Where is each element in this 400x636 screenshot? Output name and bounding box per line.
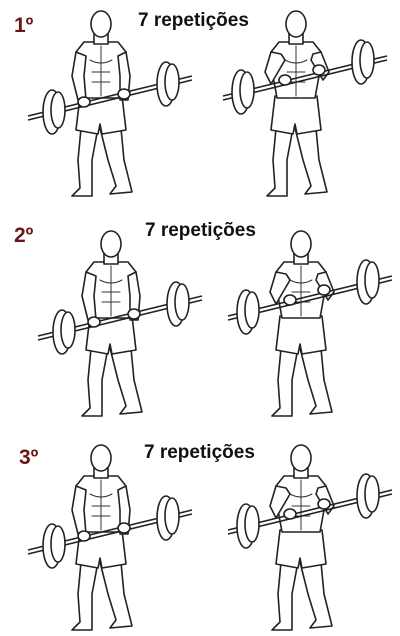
step-panel-2: 2º 7 repetições [0,212,400,424]
barbell-curl-mid-figure-icon [37,230,203,417]
step-panel-3: 3º 7 repetições [0,424,400,636]
barbell-curl-top-figure-icon [222,10,388,197]
step-number: 2º [14,224,34,247]
barbell-curl-illustration [37,230,393,417]
step-number: 3º [19,446,39,469]
repetitions-label: 7 repetições [145,220,256,241]
step-panel-1: 1º 7 repetições [0,0,400,212]
barbell-curl-start-figure-icon [27,444,193,631]
barbell-curl-start-figure-icon [27,10,193,197]
repetitions-label: 7 repetições [138,10,249,31]
step-number: 1º [14,14,34,37]
barbell-curl-top-figure-icon [227,230,393,417]
repetitions-label: 7 repetições [144,442,255,463]
barbell-curl-top-figure-icon [227,444,393,631]
